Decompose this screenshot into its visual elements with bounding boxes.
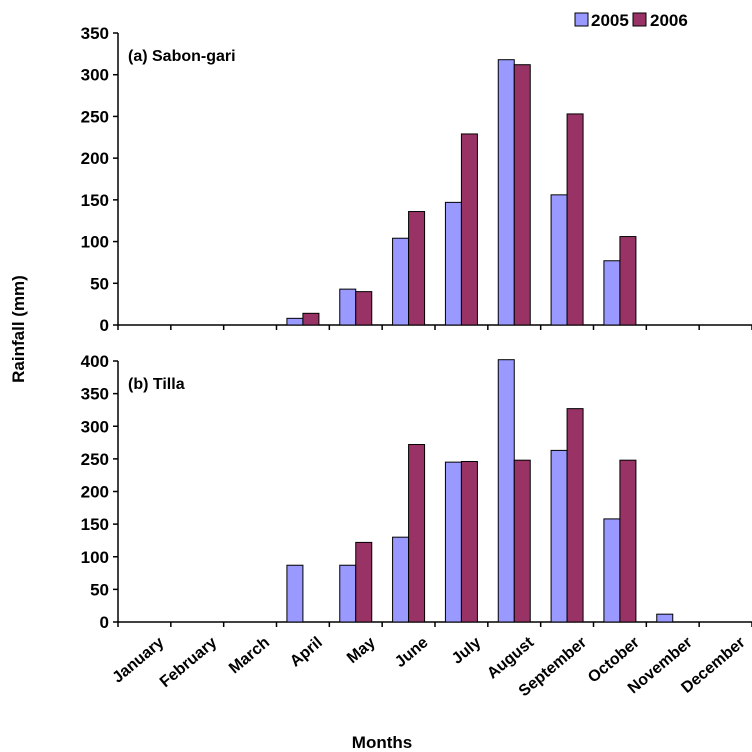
panel-title: (a) Sabon-gari [128,48,236,65]
panel-title: (b) Tilla [128,376,185,393]
bar-2005-may [339,564,357,623]
legend-label-2006: 2006 [650,11,688,30]
bar-2006-july [460,460,478,623]
y-tick-label: 0 [100,613,109,632]
y-tick-label: 150 [81,515,109,534]
bar-2006-may [355,541,373,623]
panel-sabon-gari: 0 50 100 150 200 250 300 350 (a) Sabon-gari [81,24,752,335]
y-tick-label: 300 [81,66,109,85]
bar-2005-july [444,461,462,623]
bar-2006-october [619,459,637,623]
y-tick-label: 200 [81,149,109,168]
bar-2006-june [408,211,426,326]
bar-2005-october [603,260,621,326]
y-tick-label: 300 [81,417,109,436]
bar-2006-august [513,64,531,326]
y-tick-label: 350 [81,385,109,404]
legend: 2005 2006 [574,11,688,30]
bar-2005-june [392,536,410,623]
month-label: June [392,634,432,671]
month-label: March [226,634,273,677]
y-axis-title: Rainfall (mm) [9,275,28,383]
month-label: May [344,634,379,667]
y-tick-label: 50 [90,274,109,293]
bar-2005-october [603,518,621,623]
bar-2005-april [286,317,304,326]
bar-2005-september [550,194,568,326]
month-label: February [157,634,220,691]
x-axis-title: Months [352,733,412,752]
bar-2006-may [355,291,373,326]
y-tick-label: 350 [81,24,109,43]
bar-2006-september [566,113,584,326]
legend-label-2005: 2005 [591,11,629,30]
bar-2006-august [513,459,531,623]
y-tick-label: 400 [81,352,109,371]
bar-2006-june [408,444,426,623]
bar-2005-september [550,449,568,623]
legend-swatch-2005 [574,12,589,27]
bar-2005-july [444,201,462,326]
panel-tilla: 0 50 100 150 200 250 300 350 400 (b) Tilla [81,352,752,632]
bar-2006-july [460,133,478,326]
bar-2005-june [392,237,410,326]
y-tick-label: 100 [81,548,109,567]
bar-2005-august [497,59,515,326]
y-tick-label: 250 [81,450,109,469]
bar-2005-april [286,564,304,623]
y-tick-label: 0 [100,316,109,335]
y-tick-label: 250 [81,107,109,126]
y-tick-label: 50 [90,580,109,599]
plot-layer: 0 50 100 150 200 250 300 350 (a) Sabon-gari 0 50 10… [81,24,752,700]
y-tick-label: 100 [81,233,109,252]
y-tick-label: 200 [81,483,109,502]
bar-2006-october [619,236,637,326]
legend-swatch-2006 [632,12,647,27]
y-tick-label: 150 [81,191,109,210]
month-label: July [449,634,485,668]
bar-2006-april [302,312,320,326]
bar-2006-september [566,408,584,623]
bar-2005-august [497,359,515,623]
bar-2005-may [339,288,357,326]
bar-2005-november [656,613,674,623]
month-label: April [287,634,326,670]
